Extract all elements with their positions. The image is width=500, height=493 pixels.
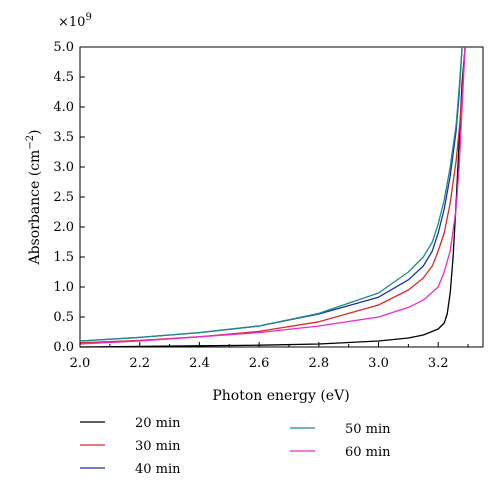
x-tick-label: 2.8 [308, 356, 329, 371]
series-line-40-min [79, 46, 463, 342]
legend-label: 50 min [345, 422, 391, 437]
y-tick-label: 2.5 [53, 190, 74, 205]
y-axis-label-close: ) [27, 129, 43, 134]
y-axis-label: Absorbance (cm−2) [25, 129, 43, 265]
legend-label: 40 min [135, 462, 181, 477]
x-axis-ticks: 2.0 2.2 2.4 2.6 2.8 3.0 3.2 [70, 342, 469, 371]
x-tick-label: 2.2 [129, 356, 150, 371]
series-layer [79, 46, 466, 348]
legend-label: 20 min [135, 416, 181, 431]
y-tick-label: 2.0 [53, 220, 74, 235]
series-line-20-min [79, 46, 466, 348]
x-axis-label: Photon energy (eV) [212, 388, 349, 404]
legend-label: 60 min [345, 445, 391, 460]
y-tick-label: 5.0 [53, 40, 74, 55]
x-tick-label: 3.0 [368, 356, 389, 371]
plot-frame [79, 46, 484, 348]
x-tick-label: 2.0 [70, 356, 91, 371]
y-tick-label: 0.0 [53, 340, 74, 355]
y-tick-label: 4.5 [53, 70, 74, 85]
y-tick-label: 4.0 [53, 100, 74, 115]
y-tick-label: 1.0 [53, 280, 74, 295]
y-tick-label: 0.5 [53, 310, 74, 325]
y-multiplier-base: ×10 [58, 15, 85, 30]
x-tick-label: 2.4 [189, 356, 210, 371]
x-tick-label: 2.6 [249, 356, 270, 371]
legend: 20 min 30 min 40 min 50 min 60 min [80, 416, 391, 477]
series-line-30-min [79, 46, 466, 344]
y-tick-label: 3.5 [53, 130, 74, 145]
x-tick-label: 3.2 [428, 356, 449, 371]
y-multiplier-exp: 9 [85, 12, 91, 23]
series-line-50-min [79, 46, 463, 342]
series-line-60-min [79, 46, 466, 345]
y-axis-label-exp: −2 [25, 135, 36, 150]
y-multiplier: ×109 [58, 12, 92, 30]
y-axis-label-main: Absorbance (cm [27, 150, 43, 266]
y-axis-ticks: 0.0 0.5 1.0 1.5 2.0 2.5 3.0 3.5 4.0 4.5 5.0 [53, 40, 85, 355]
y-tick-label: 3.0 [53, 160, 74, 175]
legend-label: 30 min [135, 439, 181, 454]
y-tick-label: 1.5 [53, 250, 74, 265]
